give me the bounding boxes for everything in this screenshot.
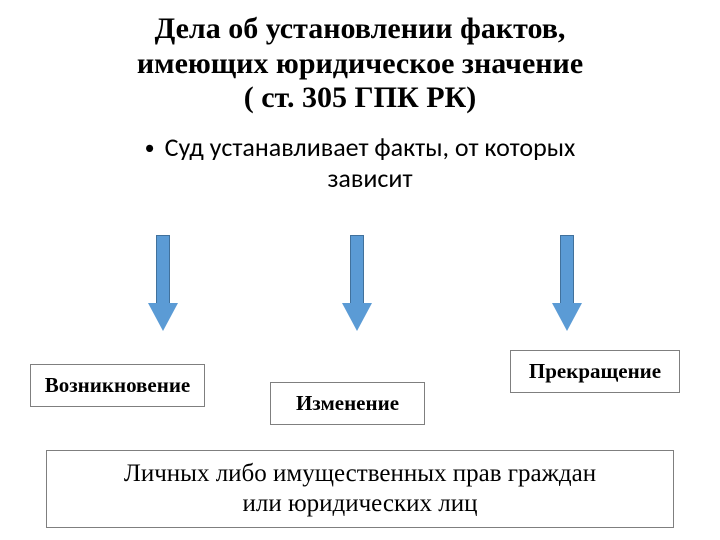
bullet-line-2: зависит	[327, 162, 412, 194]
title-line-2: имеющих юридическое значение	[137, 47, 583, 80]
box-label: Прекращение	[529, 359, 661, 383]
title-line-3: ( ст. 305 ГПК РК)	[244, 81, 477, 114]
arrow-1	[148, 235, 178, 335]
bullet-point: • Суд устанавливает факты, от которых за…	[0, 132, 720, 194]
bottom-line-2: или юридических лиц	[242, 490, 477, 517]
bottom-box: Личных либо имущественных прав граждан и…	[46, 450, 674, 528]
box-label: Изменение	[296, 391, 399, 415]
bullet-dot: •	[145, 132, 155, 164]
box-emergence: Возникновение	[30, 364, 205, 407]
bullet-text: Суд устанавливает факты, от которых зави…	[165, 132, 576, 194]
arrow-shaft	[560, 235, 574, 305]
bottom-line-1: Личных либо имущественных прав граждан	[124, 460, 596, 487]
bullet-line-1: Суд устанавливает факты, от которых	[165, 131, 576, 163]
box-change: Изменение	[270, 382, 425, 425]
arrow-2	[342, 235, 372, 335]
arrows-container	[0, 235, 720, 355]
box-termination: Прекращение	[510, 350, 680, 393]
arrow-head	[148, 303, 178, 331]
box-label: Возникновение	[45, 373, 191, 397]
arrow-3	[552, 235, 582, 335]
title-line-1: Дела об установлении фактов,	[155, 12, 566, 45]
slide-title: Дела об установлении фактов, имеющих юри…	[0, 0, 720, 116]
arrow-head	[552, 303, 582, 331]
arrow-head	[342, 303, 372, 331]
arrow-shaft	[156, 235, 170, 305]
arrow-shaft	[350, 235, 364, 305]
